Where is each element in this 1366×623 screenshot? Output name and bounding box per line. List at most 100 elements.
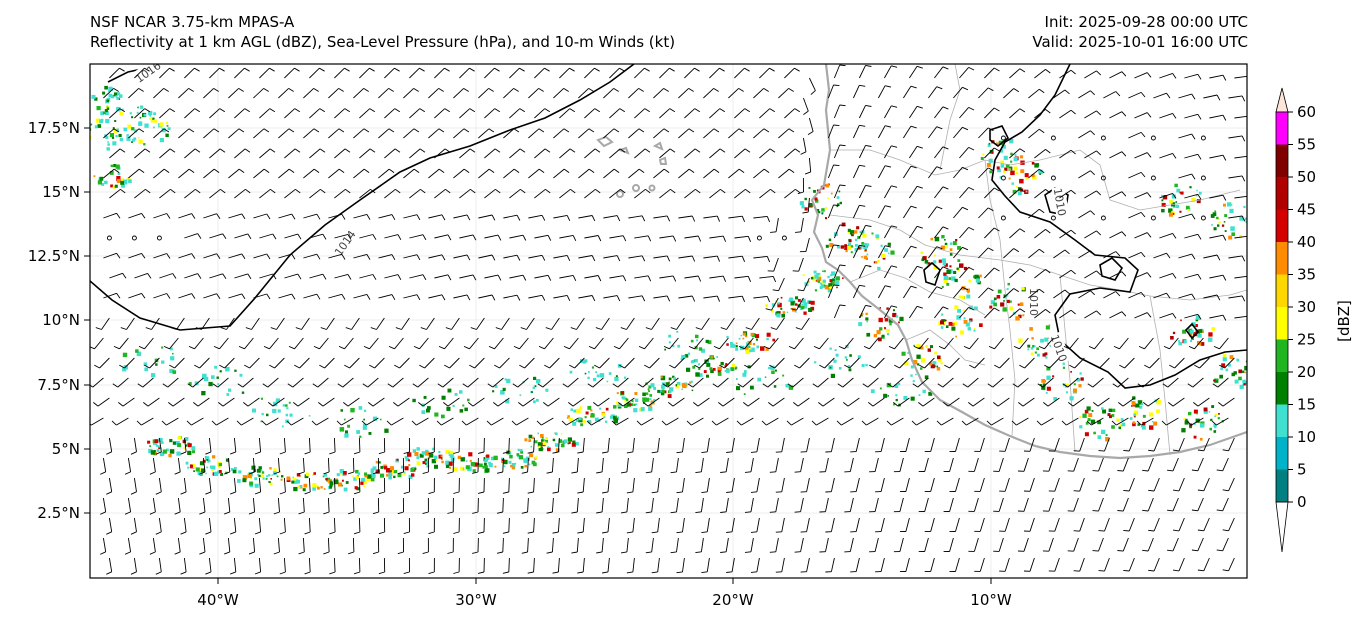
wind-barb-flag xyxy=(1167,509,1174,512)
wind-barb-flag xyxy=(676,571,683,574)
wind-barb-staff xyxy=(858,225,866,239)
wind-barb-flag xyxy=(938,345,945,350)
wind-barb-staff xyxy=(808,157,812,172)
wind-barb-staff xyxy=(403,254,418,259)
colorbar-tick-label: 20 xyxy=(1297,363,1316,381)
wind-barb-staff xyxy=(1079,557,1085,572)
wind-barb-staff xyxy=(1023,537,1029,552)
wind-barb-staff xyxy=(367,377,379,388)
echo-cell xyxy=(131,141,133,143)
echo-cell xyxy=(888,318,893,323)
wind-barb-staff xyxy=(667,377,679,388)
wind-barb-staff xyxy=(1109,231,1123,239)
echo-cell xyxy=(801,305,805,310)
init-time: Init: 2025-09-28 00:00 UTC xyxy=(1044,13,1248,31)
wind-barb-flag xyxy=(691,255,696,262)
wind-barb-flag xyxy=(263,128,270,133)
wind-barb-flag xyxy=(366,214,371,220)
echo-cell xyxy=(217,383,220,385)
echo-cell xyxy=(1003,155,1008,160)
echo-cell xyxy=(886,329,890,333)
echo-cell xyxy=(845,249,848,253)
echo-cell xyxy=(828,238,832,242)
wind-barb-staff xyxy=(328,128,340,139)
calm-wind-marker xyxy=(1100,175,1106,181)
wind-barb-flag xyxy=(1142,509,1149,512)
wind-barb-staff xyxy=(628,88,639,99)
echo-cell xyxy=(277,409,281,413)
wind-barb-staff xyxy=(194,337,204,350)
echo-cell xyxy=(989,305,993,309)
echo-cell xyxy=(1199,437,1203,441)
wind-barb-flag xyxy=(462,383,469,388)
wind-barb-flag xyxy=(993,107,1000,112)
echo-cell xyxy=(99,176,104,181)
wind-barb-flag xyxy=(1216,509,1223,512)
echo-cell xyxy=(568,417,573,422)
wind-barb-staff xyxy=(978,247,989,259)
wind-barb-staff xyxy=(503,128,515,139)
wind-barb-flag xyxy=(241,293,246,300)
wind-barb-staff xyxy=(609,108,621,119)
wind-barb-staff xyxy=(1174,357,1185,369)
echo-cell xyxy=(460,466,464,471)
wind-barb-staff xyxy=(1104,477,1110,492)
wind-barb-staff xyxy=(128,212,142,219)
wind-barb-staff xyxy=(534,148,546,159)
echo-cell xyxy=(354,486,358,490)
echo-cell xyxy=(857,246,861,250)
wind-barb-flag xyxy=(936,206,943,210)
echo-cell xyxy=(920,367,923,370)
echo-cell xyxy=(360,481,364,485)
echo-cell xyxy=(1178,340,1180,342)
echo-cell xyxy=(1037,353,1040,357)
echo-cell xyxy=(520,466,524,469)
wind-barb-staff xyxy=(278,213,292,219)
wind-barb-flag xyxy=(1064,249,1070,255)
wind-barb-staff xyxy=(549,357,560,369)
wind-barb-staff xyxy=(303,88,314,99)
echo-cell xyxy=(304,474,309,479)
wind-barb-flag xyxy=(568,402,574,407)
wind-barb-flag xyxy=(519,364,525,369)
colorbar-segment xyxy=(1276,274,1288,307)
wind-barb-staff xyxy=(753,88,764,99)
wind-barb-staff xyxy=(509,234,524,239)
wind-barb-flag xyxy=(363,345,370,350)
echo-cell xyxy=(804,305,808,309)
wind-barb-staff xyxy=(302,497,305,513)
echo-cell xyxy=(441,460,444,464)
wind-barb-staff xyxy=(978,287,989,299)
wind-barb-staff xyxy=(1134,232,1148,239)
wind-barb-staff xyxy=(409,274,424,279)
wind-barb-staff xyxy=(592,377,604,388)
wind-barb-flag xyxy=(563,345,570,350)
wind-barb-flag xyxy=(797,191,804,195)
wind-barb-staff xyxy=(651,457,654,472)
echo-cell xyxy=(445,450,450,454)
echo-cell xyxy=(1097,420,1101,425)
echo-cell xyxy=(372,466,377,471)
wind-barb-staff xyxy=(152,497,156,512)
wind-barb-staff xyxy=(734,188,746,199)
wind-barb-flag xyxy=(987,87,994,92)
wind-barb-staff xyxy=(484,234,499,239)
wind-barb-flag xyxy=(716,255,721,262)
wind-barb-flag xyxy=(341,254,346,260)
wind-barb-flag xyxy=(369,67,375,72)
echo-cell xyxy=(855,244,858,247)
wind-barb-staff xyxy=(117,377,129,388)
wind-barb-staff xyxy=(833,64,841,79)
wind-barb-flag xyxy=(616,295,621,302)
wind-barb-staff xyxy=(1034,69,1046,79)
echo-cell xyxy=(1207,337,1213,342)
wind-barb-staff xyxy=(258,437,262,452)
echo-cell xyxy=(117,92,121,96)
wind-barb-flag xyxy=(697,275,702,282)
wind-barb-staff xyxy=(153,253,167,259)
echo-cell xyxy=(1118,426,1121,430)
wind-barb-staff xyxy=(801,317,810,330)
wind-barb-staff xyxy=(159,188,171,199)
wind-barb-staff xyxy=(930,437,935,452)
echo-cell xyxy=(883,393,888,398)
